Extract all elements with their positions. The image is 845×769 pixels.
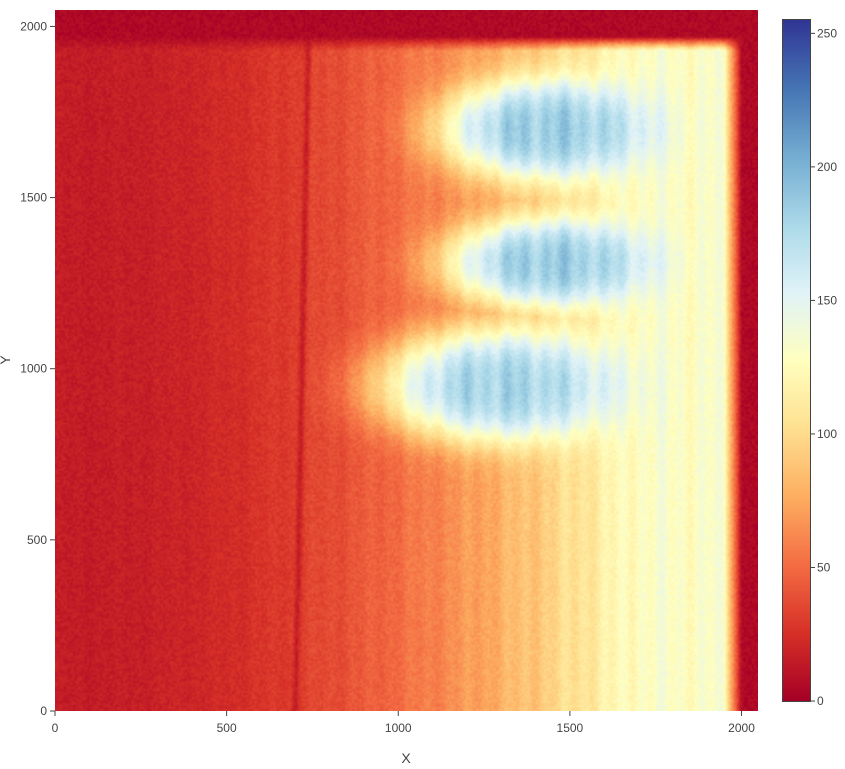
x-axis-label: X <box>401 750 411 766</box>
colorbar-tick-label: 100 <box>817 427 837 441</box>
colorbar-tick-label: 250 <box>817 26 837 40</box>
y-axis-label: Y <box>0 355 13 365</box>
y-tick-label: 1000 <box>20 362 47 376</box>
colorbar-tick-label: 50 <box>817 560 831 574</box>
x-tick-label: 2000 <box>728 721 755 735</box>
y-axis: 0 500 1000 1500 2000 <box>20 19 55 718</box>
colorbar-tick-label: 150 <box>817 293 837 307</box>
colorbar-tick-label: 200 <box>817 160 837 174</box>
colorbar-axis: 0 50 100 150 200 250 <box>810 26 837 708</box>
x-tick-label: 500 <box>217 721 237 735</box>
y-tick-label: 0 <box>40 704 47 718</box>
colorbar-border <box>782 19 811 702</box>
colorbar-tick-label: 0 <box>817 694 824 708</box>
y-tick-label: 500 <box>27 533 47 547</box>
x-tick-label: 1500 <box>557 721 584 735</box>
x-axis: 0 500 1000 1500 2000 <box>52 711 755 735</box>
colorbar <box>783 20 810 701</box>
heatmap-image[interactable] <box>55 10 758 711</box>
y-tick-label: 1500 <box>20 191 47 205</box>
y-tick-label: 2000 <box>20 19 47 33</box>
x-tick-label: 1000 <box>385 721 412 735</box>
x-tick-label: 0 <box>52 721 59 735</box>
